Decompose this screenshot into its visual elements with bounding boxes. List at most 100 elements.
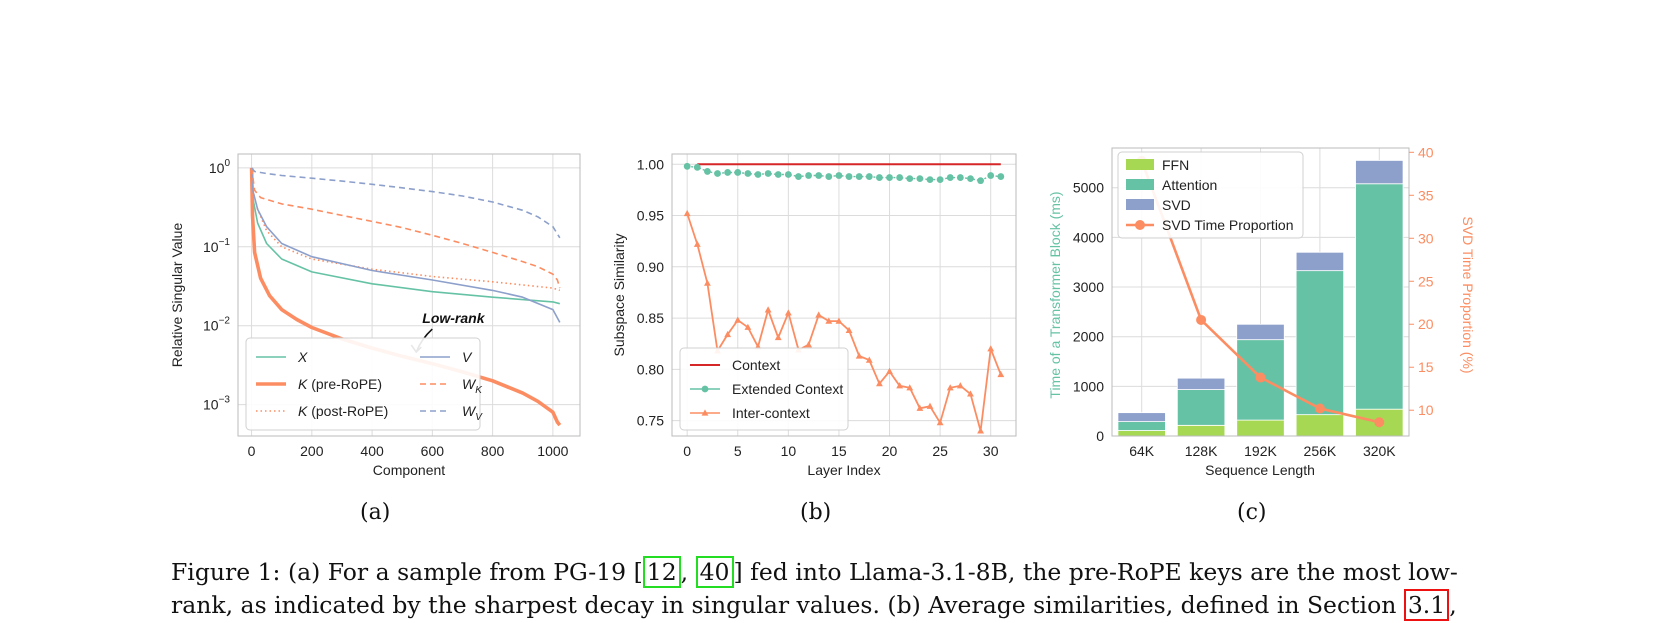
- extended-context-point: [855, 173, 863, 180]
- inter-context-point: [936, 419, 944, 426]
- extended-context-point: [967, 175, 974, 183]
- y-tick-label: 10−3: [203, 395, 230, 413]
- y-tick-label: 0.80: [637, 361, 664, 377]
- legend-label: X: [297, 349, 308, 365]
- y2-tick-label: 20: [1418, 316, 1434, 332]
- inter-context-point: [855, 352, 863, 359]
- extended-context-point: [997, 173, 1005, 180]
- legend-box: [245, 337, 481, 431]
- inter-context-point: [946, 384, 954, 391]
- extended-context-point: [754, 171, 762, 178]
- x-tick-label: 256K: [1304, 443, 1337, 459]
- y-tick-label: 0: [1096, 428, 1104, 444]
- extended-context-point: [693, 163, 701, 171]
- x-tick-label: 64K: [1129, 443, 1155, 459]
- legend-label: V: [462, 349, 473, 365]
- panel-b-y-ticks: 0.75 0.80 0.85 0.90 0.95 1.00: [637, 156, 664, 428]
- bar-ffn: [1117, 430, 1166, 437]
- x-tick-label: 1000: [537, 443, 568, 459]
- legend-marker: [1135, 220, 1145, 230]
- x-tick-label: 320K: [1363, 443, 1396, 459]
- inter-context-point: [956, 382, 964, 389]
- series-line-w-v: [250, 167, 561, 239]
- y-tick-label: 10−2: [203, 316, 230, 334]
- section-ref-3-1[interactable]: 3.1: [1403, 589, 1450, 621]
- extended-context-point: [714, 170, 721, 177]
- x-tick-label: 20: [882, 443, 898, 459]
- extended-context-point: [906, 175, 914, 183]
- panel-c-frame: [1111, 147, 1410, 437]
- inter-context-point: [967, 390, 974, 397]
- svd-proportion-point: [1314, 403, 1325, 414]
- citation-40[interactable]: 40: [695, 556, 734, 588]
- y-tick-label: 0.75: [637, 413, 664, 429]
- panel-c-y-label: Time of a Transformer Block (ms): [1047, 191, 1063, 398]
- panel-a-y-label: Relative Singular Value: [170, 223, 185, 368]
- panel-b-frame: [671, 153, 1017, 437]
- legend-label: K (post-RoPE): [298, 403, 388, 419]
- citation-12[interactable]: 12: [642, 556, 681, 588]
- subcaption-c: (c): [1237, 500, 1267, 525]
- panel-a-grid: [238, 154, 580, 436]
- inter-context-point: [734, 316, 742, 323]
- bar-ffn: [1236, 419, 1285, 437]
- inter-context-point: [704, 279, 711, 286]
- x-tick-label: 10: [781, 443, 797, 459]
- y-tick-label: 0.95: [637, 208, 664, 224]
- extended-context-point: [977, 177, 984, 185]
- legend-label: WV: [462, 403, 483, 423]
- panel-a-x-ticks: 0 200 400 600 800 1000: [248, 443, 569, 459]
- y2-tick-label: 10: [1418, 402, 1434, 418]
- extended-context-point: [784, 171, 792, 178]
- extended-context-point: [835, 172, 843, 179]
- x-tick-label: 30: [983, 443, 999, 459]
- panel-c-x-ticks: 64K 128K 192K 256K 320K: [1129, 443, 1396, 459]
- bar-attention: [1295, 270, 1345, 416]
- legend-box: [679, 347, 849, 431]
- panel-b-x-label: Layer Index: [807, 462, 880, 478]
- x-tick-label: 800: [481, 443, 505, 459]
- extended-context-point: [916, 175, 924, 183]
- legend-label: Extended Context: [732, 381, 843, 397]
- inter-context-point: [916, 404, 924, 411]
- panel-a-legend: X K (pre-RoPE) K (post-RoPE) V WK WV: [245, 337, 483, 431]
- inter-context-point: [815, 311, 823, 318]
- legend-label: FFN: [1162, 157, 1189, 173]
- panel-b-x-ticks: 0 5 10 15 20 25 30: [683, 443, 998, 459]
- x-tick-label: 192K: [1244, 443, 1277, 459]
- bar-ffn: [1176, 424, 1226, 437]
- x-tick-label: 5: [734, 443, 742, 459]
- extended-context-point: [896, 174, 904, 181]
- bar-svd: [1117, 412, 1166, 423]
- inter-context-point: [997, 370, 1005, 378]
- panel-a-frame: [237, 153, 581, 437]
- extended-context-point: [683, 162, 691, 170]
- legend-box: [1117, 151, 1304, 239]
- extended-context-point: [946, 174, 954, 181]
- panel-a-x-label: Component: [373, 462, 445, 478]
- extended-context-point: [744, 170, 752, 177]
- series-line-w-k: [250, 167, 561, 289]
- inter-context-point: [784, 309, 792, 316]
- inter-context-point: [845, 326, 853, 333]
- y-tick-label: 5000: [1073, 180, 1104, 196]
- panel-c-legend: FFN Attention SVD SVD Time Proportion: [1117, 151, 1304, 239]
- bar-attention: [1176, 389, 1226, 426]
- extended-context-point: [825, 173, 833, 180]
- caption-text-1: Figure 1: (a) For a sample from PG-19 [: [171, 558, 643, 586]
- inter-context-point: [683, 209, 691, 217]
- legend-swatch: [1126, 199, 1154, 210]
- y-tick-label: 100: [209, 158, 231, 176]
- inter-context-point: [825, 317, 833, 324]
- legend-label: Inter-context: [732, 405, 810, 421]
- inter-context-point: [724, 330, 732, 338]
- inter-context-point: [876, 380, 883, 387]
- extended-context-point: [764, 170, 772, 177]
- inter-context-point: [987, 345, 995, 352]
- inter-context-point: [835, 317, 843, 324]
- y-tick-label: 0.85: [637, 310, 664, 326]
- extended-context-point: [865, 173, 873, 180]
- y-tick-label: 1000: [1073, 378, 1104, 394]
- extended-context-point: [724, 169, 732, 176]
- x-tick-label: 0: [248, 443, 256, 459]
